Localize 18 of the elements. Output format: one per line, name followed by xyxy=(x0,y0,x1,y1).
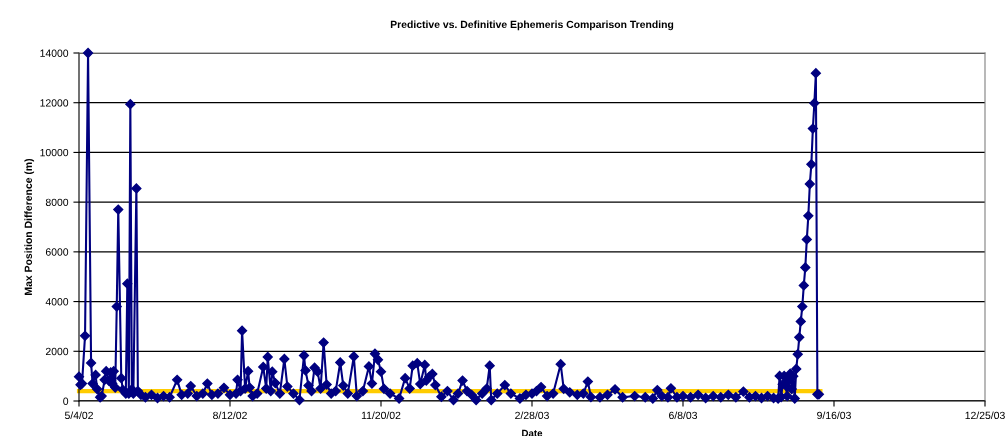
chart-title: Predictive vs. Definitive Ephemeris Comparison Trending xyxy=(390,20,674,31)
y-tick-label: 8000 xyxy=(45,198,69,207)
y-tick-label: 4000 xyxy=(45,298,69,306)
x-tick-label: 12/25/03 xyxy=(965,411,1005,420)
x-tick-label: 2/28/03 xyxy=(515,411,549,420)
x-tick-label: 8/12/02 xyxy=(213,411,247,420)
x-tick-label: 6/8/03 xyxy=(669,411,698,420)
x-tick-label: 11/20/02 xyxy=(361,411,401,420)
y-tick-label: 2000 xyxy=(45,347,69,356)
y-tick-label: 10000 xyxy=(40,148,69,157)
y-tick-label: 14000 xyxy=(40,49,69,57)
y-tick-label: 0 xyxy=(63,397,69,405)
y-axis-title: Max Position Difference (m) xyxy=(24,158,35,295)
y-tick-label: 6000 xyxy=(45,248,69,256)
x-tick-label: 9/16/03 xyxy=(817,411,851,420)
x-tick-label: 5/4/02 xyxy=(64,411,93,420)
y-tick-label: 12000 xyxy=(40,99,69,107)
x-axis-title: Date xyxy=(522,429,543,436)
